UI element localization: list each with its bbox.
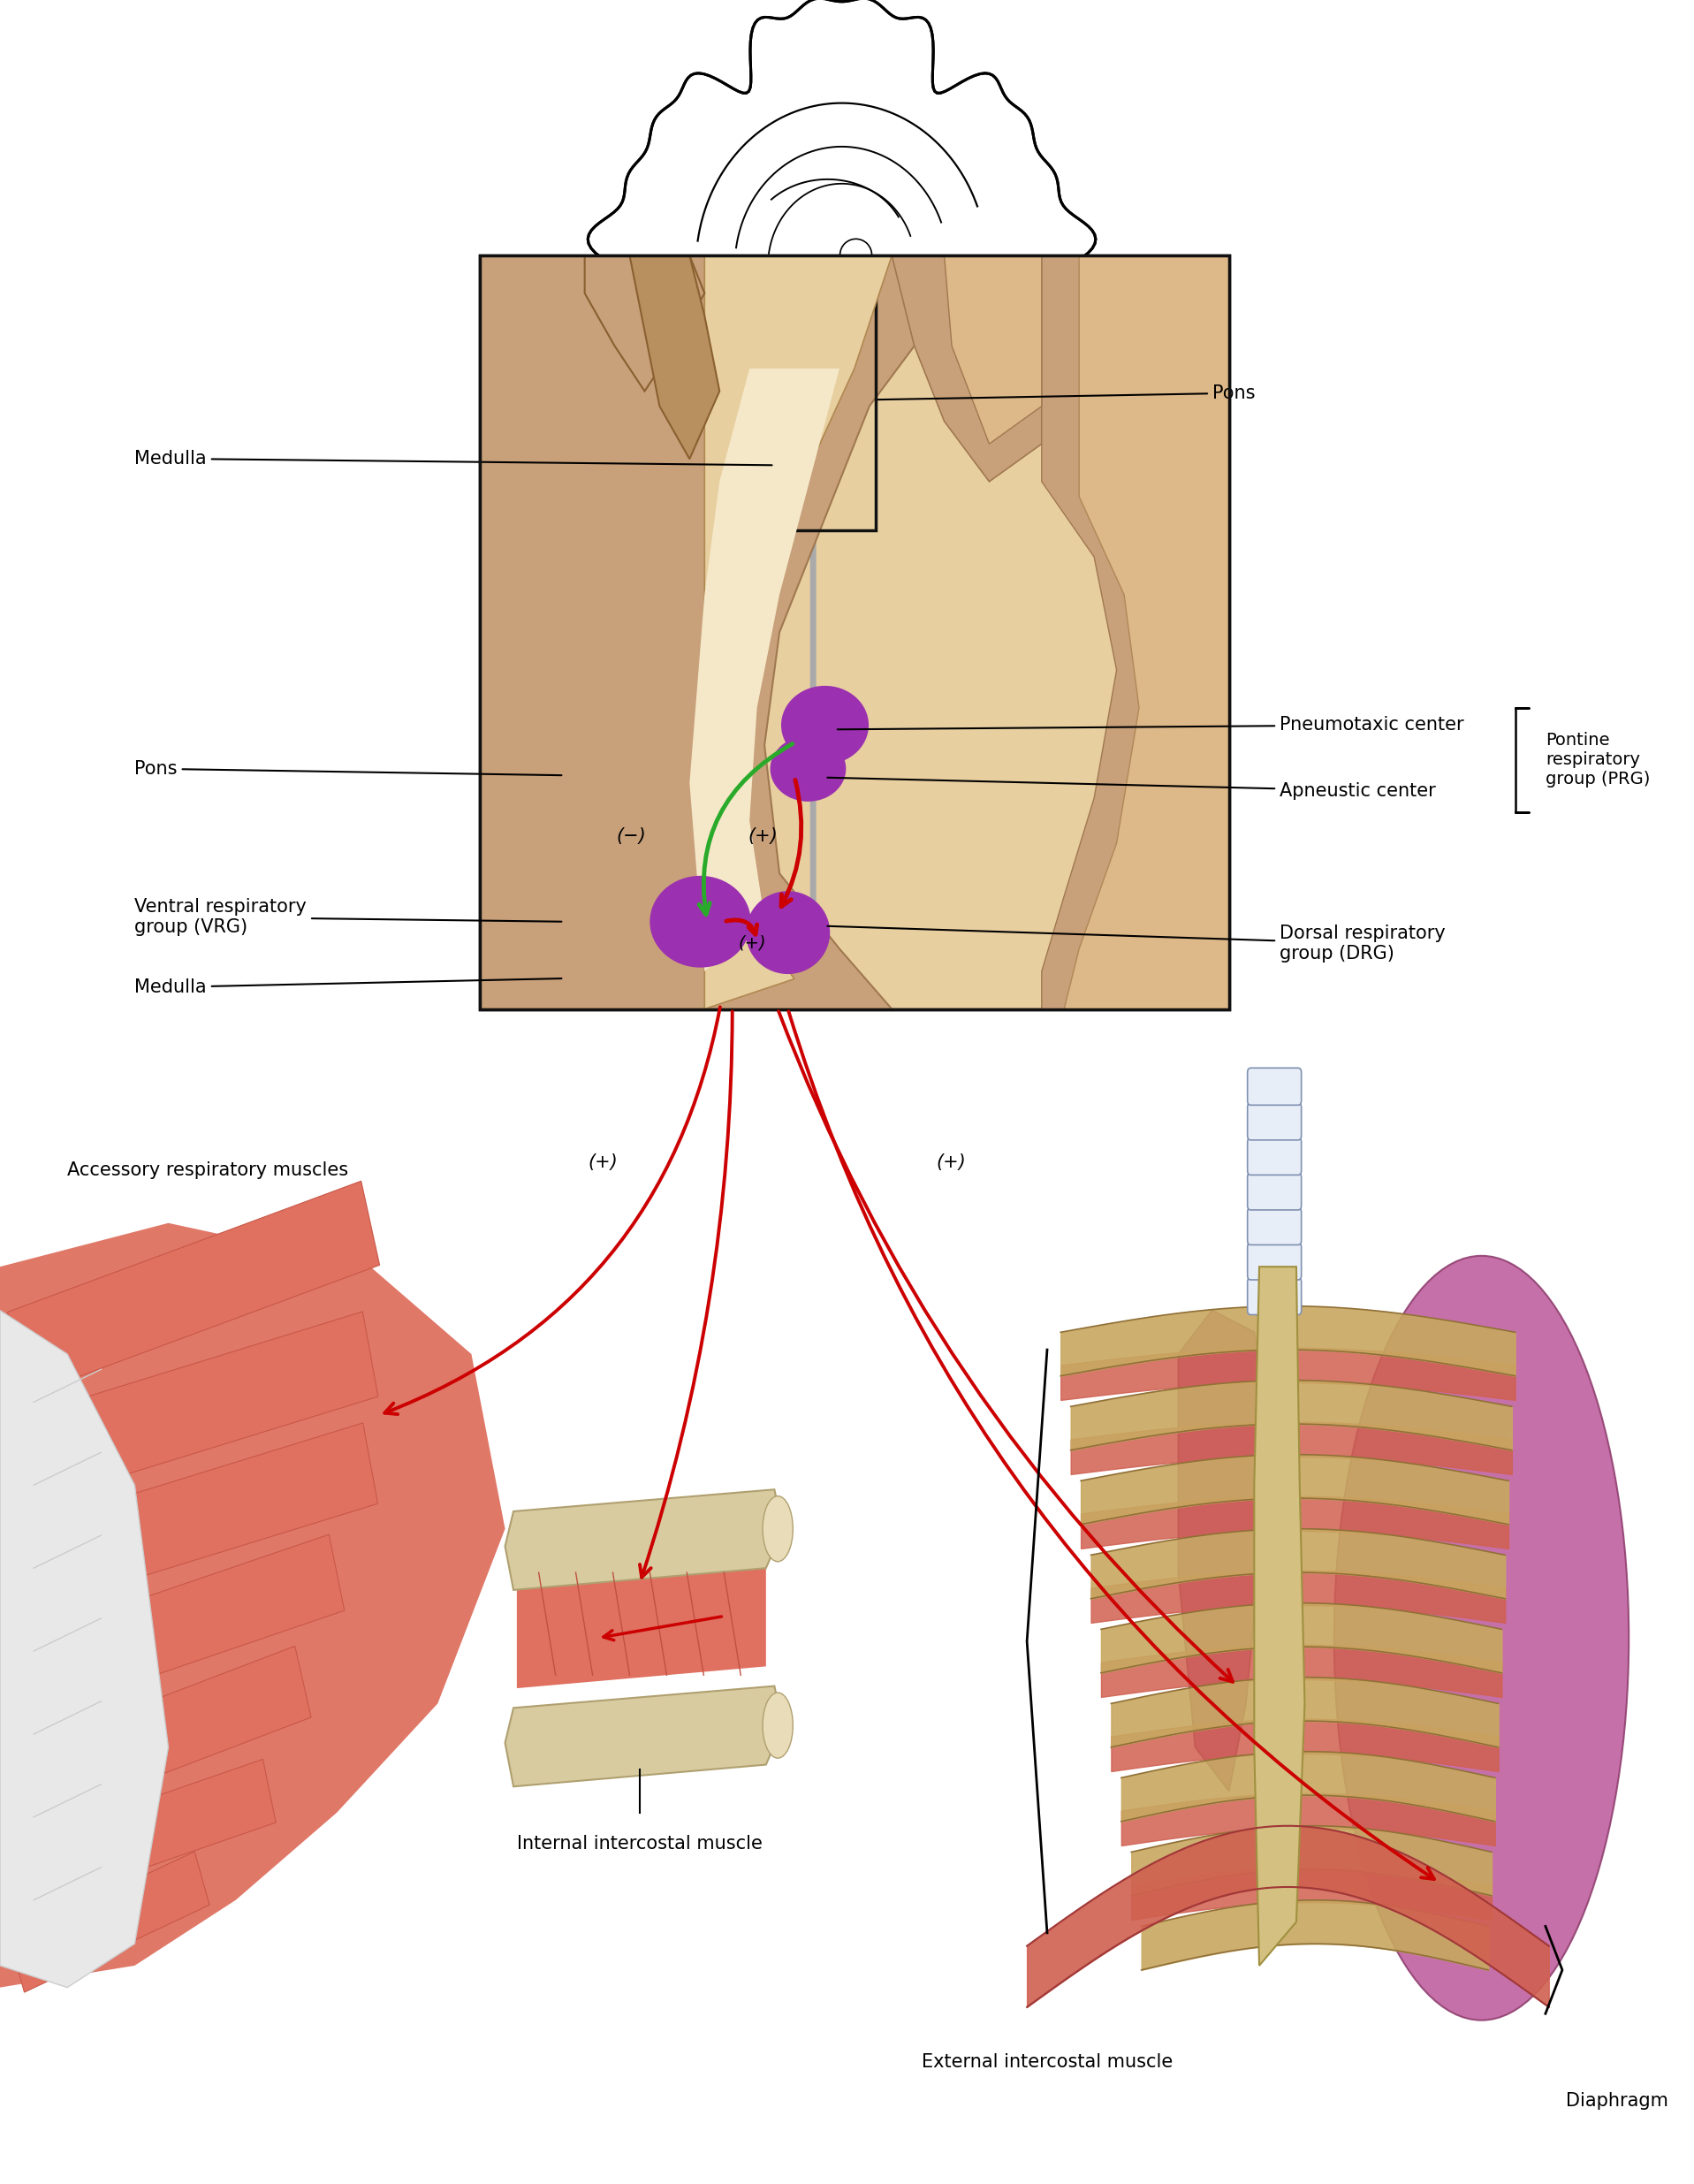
FancyBboxPatch shape: [1247, 1278, 1301, 1315]
Ellipse shape: [762, 1496, 793, 1562]
Text: (−): (−): [617, 828, 645, 845]
Polygon shape: [749, 295, 876, 531]
Polygon shape: [588, 0, 1096, 424]
Text: Ventral respiratory
group (VRG): Ventral respiratory group (VRG): [136, 898, 561, 937]
Polygon shape: [891, 256, 1042, 483]
Polygon shape: [10, 1852, 210, 1992]
Polygon shape: [689, 369, 840, 972]
Text: External intercostal muscle: External intercostal muscle: [922, 2053, 1172, 2070]
Polygon shape: [517, 1566, 766, 1688]
Text: Medulla: Medulla: [136, 450, 772, 467]
Polygon shape: [0, 1310, 168, 1987]
Ellipse shape: [771, 736, 845, 802]
Polygon shape: [1042, 256, 1228, 1009]
Ellipse shape: [745, 891, 830, 974]
Polygon shape: [8, 1535, 344, 1719]
Ellipse shape: [781, 686, 869, 764]
FancyBboxPatch shape: [1247, 1243, 1301, 1280]
Ellipse shape: [650, 876, 750, 968]
FancyBboxPatch shape: [1247, 1068, 1301, 1105]
FancyArrowPatch shape: [781, 780, 801, 906]
Text: Dorsal respiratory
group (DRG): Dorsal respiratory group (DRG): [827, 924, 1445, 963]
Text: (+): (+): [937, 1153, 966, 1171]
Text: (+): (+): [747, 828, 778, 845]
Ellipse shape: [762, 1693, 793, 1758]
Polygon shape: [584, 256, 705, 391]
FancyBboxPatch shape: [1247, 1103, 1301, 1140]
Polygon shape: [505, 1489, 783, 1590]
Text: Pons: Pons: [136, 760, 561, 778]
Text: Accessory respiratory muscles: Accessory respiratory muscles: [68, 1162, 349, 1179]
FancyBboxPatch shape: [1247, 1138, 1301, 1175]
Text: Pontine
respiratory
group (PRG): Pontine respiratory group (PRG): [1545, 732, 1650, 788]
Text: (+): (+): [588, 1153, 618, 1171]
Ellipse shape: [781, 330, 844, 472]
Polygon shape: [479, 256, 944, 1009]
Polygon shape: [8, 1313, 378, 1505]
Polygon shape: [944, 256, 1042, 443]
Polygon shape: [8, 1647, 312, 1826]
Text: Medulla: Medulla: [136, 978, 561, 996]
Text: Pneumotaxic center: Pneumotaxic center: [837, 716, 1464, 734]
FancyArrowPatch shape: [727, 919, 757, 935]
Polygon shape: [0, 1223, 505, 1987]
Polygon shape: [1179, 1310, 1270, 1791]
Text: (+): (+): [739, 935, 766, 952]
Polygon shape: [705, 256, 891, 1009]
Polygon shape: [588, 0, 1096, 424]
Text: Diaphragm: Diaphragm: [1565, 2092, 1669, 2110]
Text: Pons: Pons: [877, 384, 1255, 402]
Ellipse shape: [1335, 1256, 1630, 2020]
Polygon shape: [1064, 256, 1228, 1009]
Bar: [749, 295, 876, 531]
Bar: [479, 256, 1228, 1009]
Polygon shape: [630, 256, 720, 459]
Polygon shape: [1254, 1267, 1304, 1966]
Text: Apneustic center: Apneustic center: [827, 778, 1435, 799]
Polygon shape: [10, 1424, 378, 1612]
Text: Internal intercostal muscle: Internal intercostal muscle: [517, 1835, 762, 1852]
Polygon shape: [505, 1686, 783, 1787]
Polygon shape: [7, 1182, 379, 1396]
FancyBboxPatch shape: [1247, 1208, 1301, 1245]
FancyArrowPatch shape: [700, 745, 793, 915]
FancyBboxPatch shape: [1247, 1173, 1301, 1210]
Polygon shape: [10, 1760, 276, 1909]
Bar: [479, 256, 1228, 1009]
